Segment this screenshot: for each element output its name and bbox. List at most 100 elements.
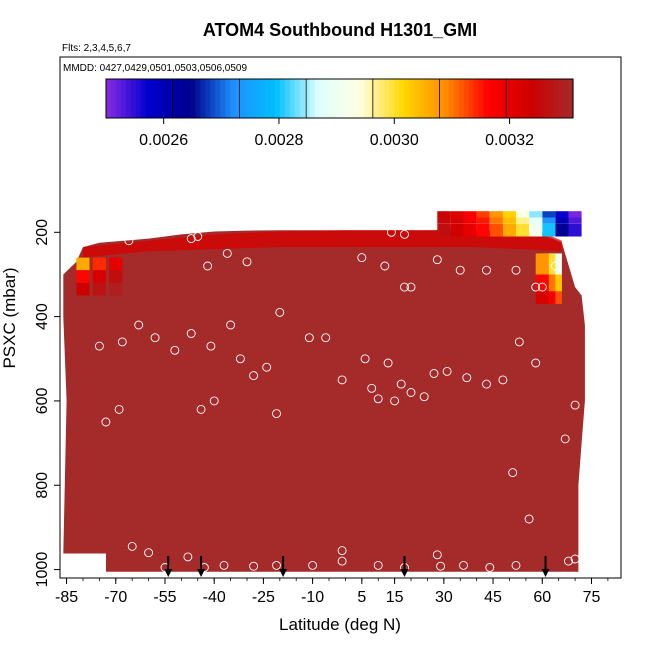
plot-frame <box>59 56 622 579</box>
colorbar-segment <box>483 79 490 118</box>
colorbar-segment <box>115 79 122 118</box>
colorbar-segment <box>135 79 142 118</box>
colorbar-segment <box>518 79 524 118</box>
sample-point <box>127 541 137 551</box>
colorbar-segment <box>428 79 435 118</box>
colorbar-segment <box>414 79 420 118</box>
curtain-cell <box>542 211 556 218</box>
sample-point <box>117 337 127 347</box>
colorbar-segment <box>463 79 470 118</box>
sample-point <box>275 307 285 317</box>
sample-point <box>272 560 281 570</box>
curtain-cell <box>529 223 543 237</box>
colorbar-segment <box>215 79 221 118</box>
sample-point <box>485 563 495 572</box>
curtain-cell <box>76 282 90 296</box>
colorbar-segment <box>543 79 549 118</box>
colorbar-segment <box>558 79 564 118</box>
flight-arrow-head <box>541 569 550 577</box>
curtain-cell <box>109 270 123 283</box>
colorbar-segment <box>210 79 216 118</box>
colorbar-segment <box>294 79 301 118</box>
curtain-cell <box>437 211 451 218</box>
curtain-cell <box>502 223 516 237</box>
colorbar-segment <box>369 79 375 118</box>
sample-point <box>337 546 347 556</box>
sample-point <box>242 257 252 267</box>
sample-point <box>337 375 347 385</box>
y-axis-label: PSXC (mbar) <box>0 267 19 368</box>
colorbar-segment <box>230 79 236 118</box>
sample-point <box>183 552 193 562</box>
sample-point <box>144 548 154 558</box>
colorbar-segment <box>160 79 167 118</box>
curtain-cell <box>489 217 503 224</box>
y-tick-label: 800 <box>34 472 51 499</box>
colorbar-segment <box>205 79 211 118</box>
sample-point <box>531 358 541 368</box>
curtain-cell <box>76 257 90 271</box>
colorbar-segment <box>324 79 331 118</box>
colorbar-segment <box>110 79 117 118</box>
colorbar-tick-label: 0.0028 <box>254 132 303 149</box>
curtain-cell <box>529 211 543 218</box>
colorbar-segment <box>125 79 132 118</box>
sample-point <box>386 227 396 237</box>
colorbar-segment <box>175 79 182 118</box>
colorbar-segment <box>493 79 500 118</box>
flights-note: Flts: 2,3,4,5,6,7 <box>62 43 131 54</box>
x-tick-label: -10 <box>301 589 324 606</box>
y-tick-label: 600 <box>34 387 51 414</box>
colorbar-segment <box>274 79 281 118</box>
sample-point <box>537 282 547 292</box>
colorbar-tick-label: 0.0026 <box>139 132 188 149</box>
colorbar-segment <box>538 79 544 118</box>
x-axis-label: Latitude (deg N) <box>279 615 401 634</box>
curtain-cell <box>516 217 530 224</box>
curtain-cell <box>450 211 464 218</box>
sample-point <box>94 341 104 351</box>
curtain-cell <box>92 257 106 271</box>
colorbar-tick-label: 0.0032 <box>485 132 534 149</box>
colorbar-segment <box>433 79 440 118</box>
colorbar-segment <box>533 79 539 118</box>
colorbar-segment <box>264 79 271 118</box>
y-tick-label: 1000 <box>34 552 51 588</box>
sample-point <box>396 379 406 389</box>
sample-point <box>373 560 383 570</box>
no-data-block <box>60 553 106 578</box>
curtain-cell <box>516 223 530 237</box>
colorbar-segment <box>269 79 276 118</box>
curtain-cell <box>555 223 569 237</box>
colorbar-segment <box>453 79 460 118</box>
curtain-cell <box>568 211 582 218</box>
sample-point <box>406 282 416 292</box>
curtain-cell <box>109 257 123 271</box>
x-tick-label: -70 <box>104 589 127 606</box>
colorbar-segment <box>140 79 147 118</box>
sample-point <box>429 369 439 378</box>
colorbar-segment <box>120 79 127 118</box>
curtain-cell <box>568 217 582 224</box>
colorbar-segment <box>309 79 316 118</box>
plot-area <box>60 211 585 578</box>
colorbar-segment <box>473 79 480 118</box>
curtain-cell <box>92 282 106 296</box>
sample-point <box>436 561 446 571</box>
colorbar-segment <box>374 79 380 118</box>
chart-title: ATOM4 Southbound H1301_GMI <box>203 20 477 40</box>
colorbar: 0.0026 0.0028 0.0030 0.0032 <box>105 78 574 149</box>
colorbar-segment <box>349 79 356 118</box>
flight-arrow-head <box>197 569 206 577</box>
sample-point <box>455 265 465 275</box>
colorbar-segment <box>458 79 465 118</box>
curtain-cell <box>542 217 556 224</box>
colorbar-segment <box>260 79 266 118</box>
curtain-cell <box>92 270 106 283</box>
curtain-cell <box>463 211 477 218</box>
sample-point <box>360 354 370 364</box>
colorbar-segment <box>319 79 326 118</box>
colorbar-segment <box>344 79 351 118</box>
sample-point <box>511 560 521 570</box>
sample-point <box>203 261 213 271</box>
